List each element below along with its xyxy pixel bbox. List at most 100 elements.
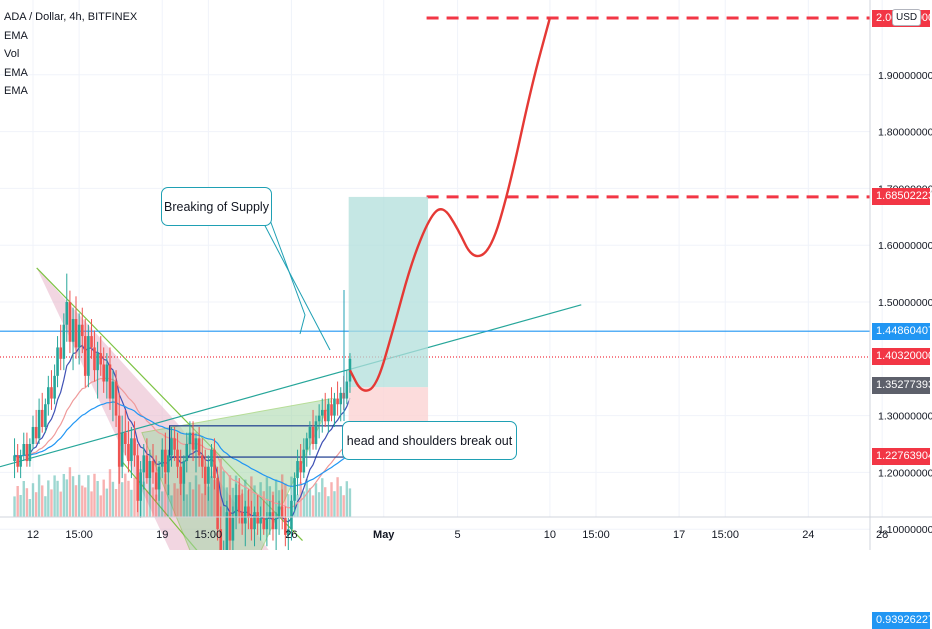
volume-bar — [167, 484, 170, 517]
volume-bar — [185, 494, 188, 517]
candle-body — [348, 358, 352, 382]
volume-bar — [302, 491, 306, 517]
candle-body — [77, 324, 81, 348]
candle — [71, 307, 75, 371]
candle-body — [44, 404, 47, 427]
candle-body — [65, 302, 69, 325]
candle-body — [333, 398, 336, 416]
x-tick-label: 24 — [802, 529, 814, 541]
volume-bar — [327, 496, 330, 517]
volume-bar — [111, 481, 115, 517]
candle-body — [188, 432, 192, 444]
candle — [90, 319, 93, 359]
candle-body — [228, 512, 232, 541]
candle-body — [274, 517, 278, 530]
annotation-head-and-shoulders[interactable]: head and shoulders break out — [342, 421, 517, 460]
candle — [22, 432, 26, 462]
candle-body — [130, 438, 133, 462]
volume-bar — [173, 483, 176, 517]
candle-body — [154, 472, 158, 490]
volume-bar — [118, 464, 121, 517]
candle-body — [330, 404, 333, 416]
candle — [234, 483, 238, 530]
currency-button[interactable]: USD — [892, 9, 922, 26]
candle-body — [71, 319, 75, 342]
y-tick-label: 1.30000000 — [878, 411, 932, 423]
volume-bar — [148, 476, 152, 517]
volume-bar — [74, 485, 78, 517]
legend-indicator[interactable]: EMA — [4, 85, 28, 97]
volume-bar — [219, 458, 222, 517]
volume-bar — [284, 483, 287, 517]
candle — [145, 438, 149, 484]
candle — [348, 353, 352, 393]
y-tick-label: 1.90000000 — [878, 70, 932, 82]
candle-body — [145, 455, 149, 479]
candle — [139, 461, 142, 518]
candle-body — [127, 444, 130, 462]
candle-body — [200, 455, 204, 467]
candle-body — [120, 432, 124, 467]
legend-indicator[interactable]: EMA — [4, 29, 28, 42]
volume-bar — [84, 487, 87, 517]
candle — [207, 455, 210, 501]
volume-bar — [90, 491, 93, 517]
candle — [151, 444, 155, 484]
candle — [68, 290, 72, 354]
candle — [65, 273, 69, 342]
candle — [124, 409, 127, 456]
candle-body — [117, 415, 121, 467]
legend-indicator[interactable]: EMA — [4, 66, 28, 79]
candle — [102, 347, 106, 393]
volume-bar — [96, 481, 99, 517]
legend-title: ADA / Dollar, 4h, BITFINEX — [4, 11, 138, 23]
candle-body — [213, 449, 216, 479]
candle — [320, 398, 324, 433]
candle — [130, 426, 133, 479]
candle — [19, 449, 22, 479]
candle — [136, 444, 139, 513]
candle-body — [167, 455, 170, 473]
candle — [133, 421, 136, 467]
volume-bar — [250, 476, 253, 517]
candle — [77, 313, 81, 365]
candle — [194, 432, 198, 473]
candle — [336, 381, 339, 416]
candle-body — [102, 364, 106, 382]
candle — [80, 307, 84, 354]
candle-body — [111, 381, 115, 399]
candle-body — [108, 364, 112, 399]
volume-bar — [179, 474, 182, 517]
volume-bar — [259, 482, 262, 517]
candle-body — [47, 387, 50, 405]
candle — [213, 438, 216, 490]
candle-body — [243, 506, 247, 524]
candle-body — [234, 495, 238, 518]
volume-bar — [265, 477, 269, 517]
volume-bar — [204, 477, 207, 517]
candle-body — [56, 347, 59, 376]
candle-body — [139, 472, 142, 501]
candle — [210, 444, 213, 479]
candle — [176, 432, 179, 479]
candle — [108, 347, 112, 410]
candle-body — [317, 415, 321, 422]
candle — [182, 455, 186, 501]
candle — [59, 324, 62, 371]
candle — [142, 444, 146, 490]
legend-indicator[interactable]: Vol — [4, 48, 20, 60]
candle — [299, 444, 302, 484]
x-tick-label: 15:00 — [65, 529, 93, 541]
volume-bar — [194, 475, 198, 517]
candle-body — [247, 506, 250, 518]
candle — [170, 426, 173, 467]
candle — [16, 444, 19, 473]
candle-body — [31, 426, 35, 444]
volume-bar — [34, 492, 38, 517]
candle-body — [179, 466, 182, 484]
annotation-breaking-of-supply[interactable]: Breaking of Supply — [161, 187, 272, 226]
volume-bar — [87, 475, 90, 517]
volume-bar — [244, 479, 247, 517]
candle — [111, 370, 115, 422]
price-chart[interactable]: 0.900000001.000000001.100000001.20000000… — [0, 0, 932, 550]
